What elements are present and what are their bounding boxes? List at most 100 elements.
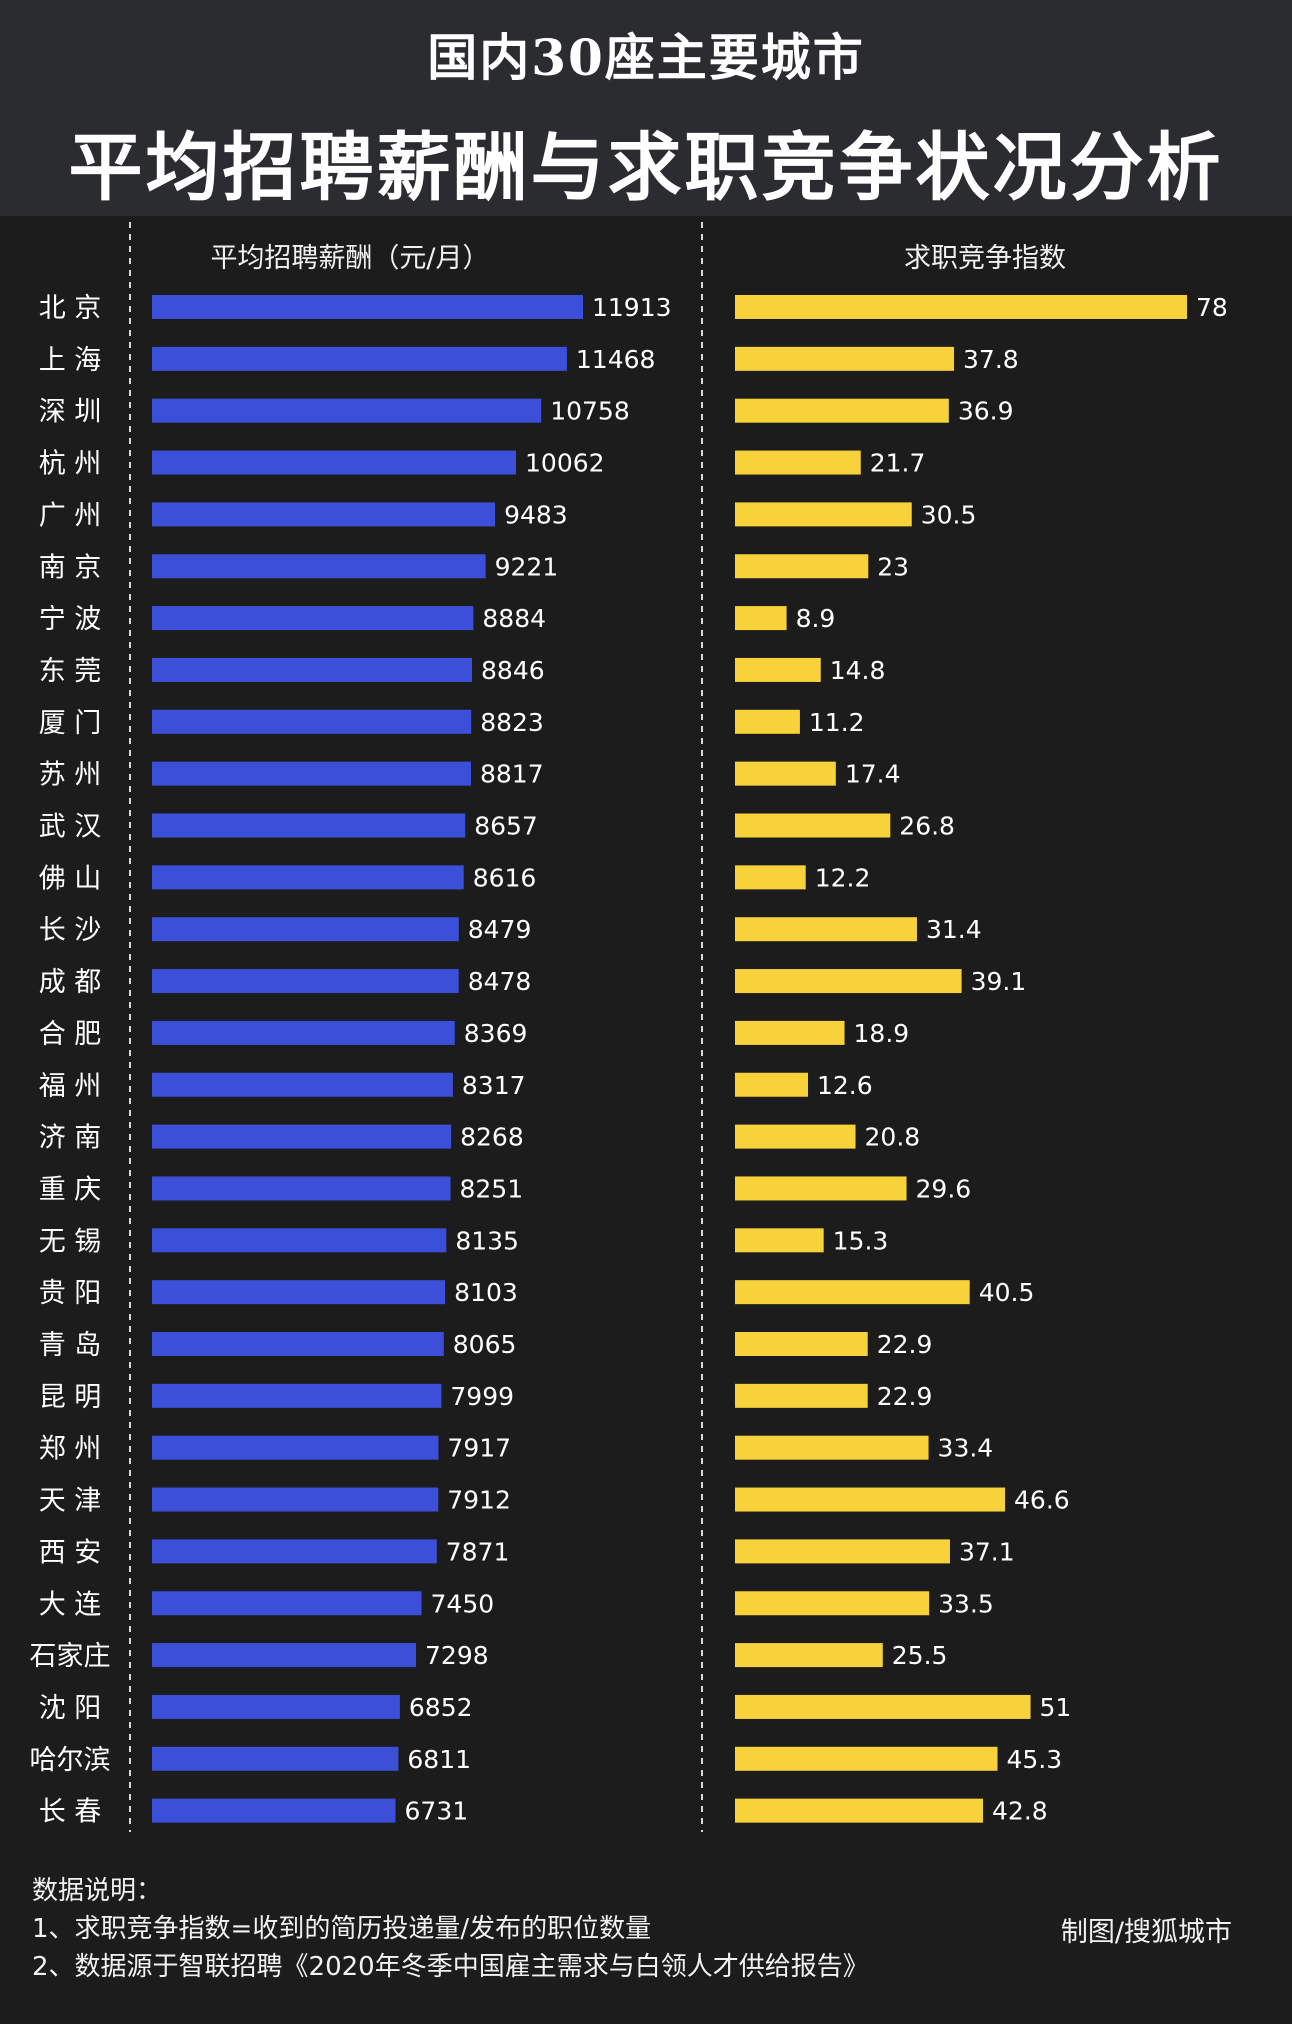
salary-bar bbox=[152, 657, 473, 682]
competition-bar bbox=[735, 1332, 868, 1356]
city-label: 广 州 bbox=[39, 500, 102, 531]
competition-bar bbox=[735, 865, 806, 890]
competition-bar bbox=[735, 1591, 930, 1616]
salary-bar bbox=[152, 606, 474, 631]
salary-value-label: 8823 bbox=[480, 708, 544, 737]
city-label: 杭 州 bbox=[39, 449, 102, 480]
competition-value-label: 46.6 bbox=[1014, 1486, 1070, 1515]
city-label: 东 莞 bbox=[39, 656, 102, 687]
competition-bar bbox=[735, 917, 917, 942]
salary-value-label: 8478 bbox=[468, 967, 532, 996]
competition-bar bbox=[735, 502, 912, 527]
city-label: 北 京 bbox=[39, 293, 102, 324]
salary-value-label: 7912 bbox=[447, 1486, 511, 1515]
competition-bar bbox=[735, 295, 1187, 319]
salary-bar bbox=[152, 346, 567, 371]
competition-value-label: 37.1 bbox=[959, 1537, 1015, 1566]
city-label: 深 圳 bbox=[39, 397, 102, 428]
competition-value-label: 20.8 bbox=[865, 1123, 921, 1152]
city-label: 南 京 bbox=[39, 552, 102, 583]
salary-value-label: 7871 bbox=[446, 1537, 510, 1566]
city-label: 沈 阳 bbox=[39, 1693, 102, 1724]
competition-value-label: 36.9 bbox=[958, 397, 1014, 426]
salary-bar bbox=[152, 1383, 442, 1408]
salary-bar bbox=[152, 1591, 422, 1616]
salary-value-label: 8135 bbox=[455, 1226, 519, 1255]
competition-value-label: 26.8 bbox=[899, 812, 955, 841]
city-label: 郑 州 bbox=[39, 1434, 102, 1465]
city-label: 厦 门 bbox=[39, 708, 102, 739]
city-label: 上 海 bbox=[39, 345, 102, 376]
notes-line-1: 1、求职竞争指数=收到的简历投递量/发布的职位数量 bbox=[32, 1914, 652, 1944]
competition-value-label: 30.5 bbox=[921, 500, 977, 529]
competition-bar bbox=[735, 657, 821, 682]
salary-value-label: 8103 bbox=[454, 1278, 518, 1307]
salary-value-label: 9483 bbox=[504, 500, 568, 529]
competition-value-label: 21.7 bbox=[870, 449, 926, 478]
salary-bar bbox=[152, 761, 471, 786]
salary-value-label: 6731 bbox=[405, 1797, 469, 1826]
data-notes: 数据说明： 1、求职竞争指数=收到的简历投递量/发布的职位数量 2、数据源于智联… bbox=[32, 1872, 869, 1986]
competition-value-label: 40.5 bbox=[979, 1278, 1035, 1307]
salary-value-label: 11468 bbox=[576, 345, 656, 374]
competition-value-label: 33.4 bbox=[938, 1434, 994, 1463]
competition-bar bbox=[735, 1798, 984, 1823]
salary-bar bbox=[152, 709, 472, 734]
notes-line-2: 2、数据源于智联招聘《2020年冬季中国雇主需求与白领人才供给报告》 bbox=[32, 1952, 869, 1982]
competition-bar bbox=[735, 1694, 1031, 1719]
salary-bar bbox=[152, 969, 459, 994]
competition-bar bbox=[735, 450, 861, 475]
salary-value-label: 8317 bbox=[462, 1071, 526, 1100]
competition-value-label: 42.8 bbox=[992, 1797, 1048, 1826]
salary-bar bbox=[152, 554, 486, 579]
city-label: 佛 山 bbox=[39, 863, 102, 894]
page-title-line2: 平均招聘薪酬与求职竞争状况分析 bbox=[68, 125, 1224, 211]
city-label: 济 南 bbox=[39, 1123, 102, 1154]
competition-bar bbox=[735, 398, 949, 423]
chart-credit: 制图/搜狐城市 bbox=[1060, 1917, 1232, 1948]
salary-value-label: 9221 bbox=[495, 552, 559, 581]
competition-bar bbox=[735, 1072, 809, 1097]
competition-value-label: 39.1 bbox=[971, 967, 1027, 996]
salary-bar bbox=[152, 1798, 396, 1823]
salary-value-label: 10758 bbox=[550, 397, 630, 426]
salary-bar bbox=[152, 502, 496, 527]
salary-bar bbox=[152, 1072, 453, 1097]
city-label: 青 岛 bbox=[39, 1330, 102, 1361]
competition-value-label: 22.9 bbox=[877, 1382, 933, 1411]
page-title-line1: 国内30座主要城市 bbox=[427, 28, 865, 87]
competition-bar bbox=[735, 969, 962, 994]
salary-bar bbox=[152, 813, 466, 838]
city-label: 福 州 bbox=[39, 1071, 102, 1102]
competition-bar bbox=[735, 1383, 868, 1408]
competition-bar bbox=[735, 1124, 856, 1149]
salary-value-label: 6811 bbox=[407, 1745, 471, 1774]
competition-value-label: 22.9 bbox=[877, 1330, 933, 1359]
salary-value-label: 7999 bbox=[450, 1382, 514, 1411]
salary-bar bbox=[152, 1124, 452, 1149]
salary-value-label: 8065 bbox=[453, 1330, 517, 1359]
city-label: 重 庆 bbox=[39, 1174, 102, 1205]
competition-bar bbox=[735, 1435, 929, 1460]
competition-value-label: 15.3 bbox=[833, 1226, 889, 1255]
salary-value-label: 8268 bbox=[460, 1123, 524, 1152]
salary-value-label: 7917 bbox=[447, 1434, 511, 1463]
salary-bar bbox=[152, 450, 517, 475]
city-label: 昆 明 bbox=[39, 1382, 102, 1413]
salary-bar bbox=[152, 1228, 447, 1253]
city-label: 大 连 bbox=[39, 1589, 102, 1620]
salary-value-label: 7298 bbox=[425, 1641, 489, 1670]
salary-bar bbox=[152, 1332, 444, 1356]
city-label: 合 肥 bbox=[39, 1019, 102, 1050]
competition-bar bbox=[735, 554, 869, 579]
salary-value-label: 8657 bbox=[474, 812, 538, 841]
salary-value-label: 8616 bbox=[473, 863, 537, 892]
competition-bar bbox=[735, 346, 955, 371]
salary-column-header: 平均招聘薪酬（元/月） bbox=[210, 243, 490, 274]
city-label: 成 都 bbox=[39, 967, 102, 998]
competition-value-label: 51 bbox=[1040, 1693, 1072, 1722]
competition-value-label: 12.2 bbox=[815, 863, 871, 892]
salary-value-label: 8846 bbox=[481, 656, 545, 685]
competition-value-label: 11.2 bbox=[809, 708, 865, 737]
competition-column-header: 求职竞争指数 bbox=[904, 243, 1066, 274]
